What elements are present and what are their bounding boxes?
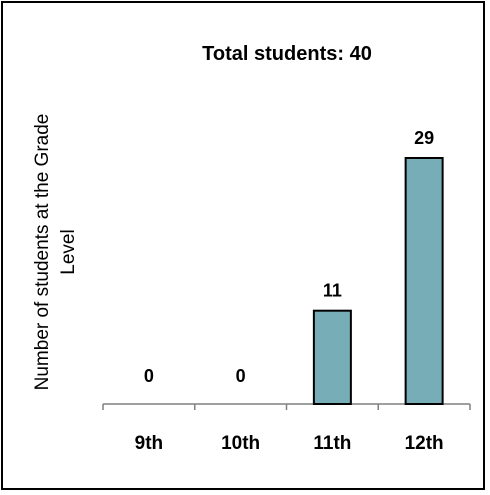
x-tick-label-11th: 11th bbox=[313, 433, 351, 454]
chart-title: Total students: 40 bbox=[202, 43, 372, 65]
data-label-11th: 11 bbox=[323, 281, 342, 301]
bar-11th bbox=[312, 309, 352, 406]
data-label-10th: 0 bbox=[236, 366, 246, 386]
x-tick-label-12th: 12th bbox=[405, 433, 444, 454]
x-tick-label-10th: 10th bbox=[221, 433, 260, 454]
y-axis-label-line-2: Level bbox=[58, 229, 79, 274]
bar-12th bbox=[404, 157, 444, 405]
data-label-12th: 29 bbox=[414, 128, 434, 148]
data-label-9th: 0 bbox=[144, 366, 154, 386]
x-axis-tick-labels: 9th 10th 11th 12th bbox=[135, 433, 444, 454]
x-tick-label-9th: 9th bbox=[135, 433, 164, 454]
data-labels: 0 0 11 29 bbox=[144, 128, 434, 386]
bars bbox=[312, 157, 444, 406]
chart-frame bbox=[1, 1, 485, 490]
y-axis-label: Number of students at the Grade Level bbox=[32, 114, 79, 391]
x-axis-ticks bbox=[102, 404, 471, 410]
y-axis-label-line-1: Number of students at the Grade bbox=[32, 114, 53, 391]
